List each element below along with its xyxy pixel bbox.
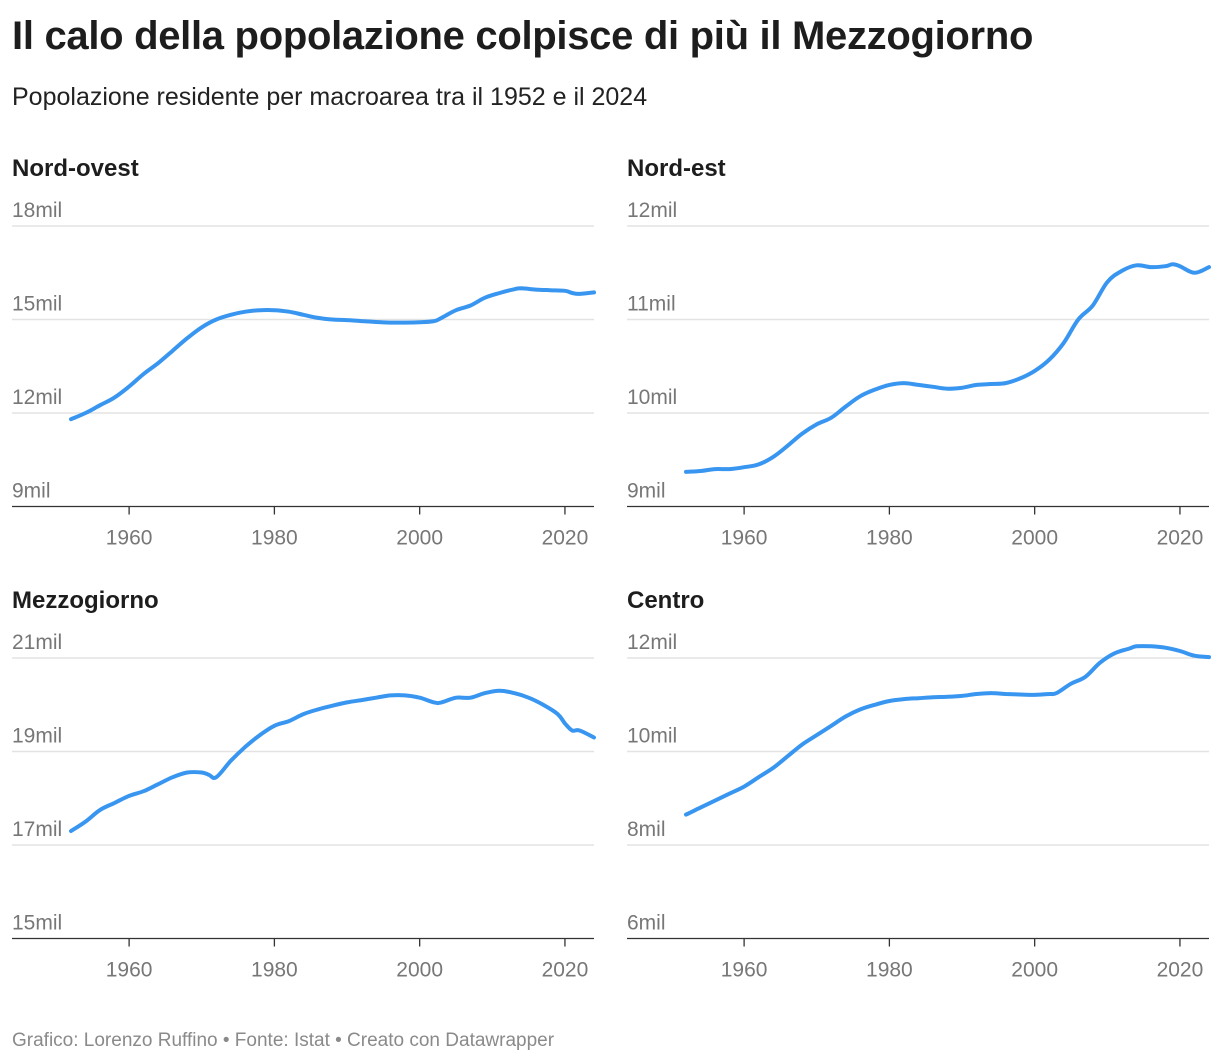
x-tick-label: 1980 (866, 527, 913, 550)
panel-mezzogiorno: Mezzogiorno 15mil 17mil 19mil 21mil 1960 1980… (12, 586, 612, 1006)
x-tick-label: 2000 (1011, 527, 1058, 550)
x-tick-label: 2000 (396, 959, 443, 982)
chart-centro: 6mil 8mil 10mil 12mil 1960 1980 2000 2020 (627, 631, 1211, 982)
x-tick-label: 1960 (106, 959, 153, 982)
y-tick-label: 10mil (627, 725, 677, 748)
y-tick-label: 10mil (627, 386, 677, 409)
series-line (684, 644, 1211, 817)
x-tick-label: 2020 (542, 959, 589, 982)
chart-subtitle: Popolazione residente per macroarea tra … (12, 83, 648, 111)
y-tick-label: 18mil (12, 199, 62, 222)
y-tick-label: 21mil (12, 631, 62, 654)
y-tick-label: 17mil (12, 818, 62, 841)
panel-title-nord-est: Nord-est (627, 155, 726, 182)
panel-title-nord-ovest: Nord-ovest (12, 155, 139, 182)
footer-credits: Grafico: Lorenzo Ruffino • Fonte: Istat … (12, 1030, 555, 1051)
series-line (69, 688, 596, 833)
y-tick-label: 12mil (12, 386, 62, 409)
series-line (69, 286, 596, 422)
x-tick-label: 1960 (721, 527, 768, 550)
panel-title-mezzogiorno: Mezzogiorno (12, 587, 159, 614)
panel-nord-est: Nord-est 9mil 10mil 11mil 12mil 1960 1980 2000… (627, 154, 1220, 574)
chart-title: Il calo della popolazione colpisce di pi… (12, 14, 1034, 58)
y-tick-label: 9mil (12, 480, 51, 503)
y-tick-label: 11mil (627, 293, 676, 316)
x-tick-label: 1980 (251, 959, 298, 982)
x-tick-label: 1980 (251, 527, 298, 550)
series-line (684, 262, 1211, 474)
y-tick-label: 15mil (12, 293, 62, 316)
x-tick-label: 1960 (721, 959, 768, 982)
x-tick-label: 2020 (1157, 527, 1204, 550)
x-tick-label: 1960 (106, 527, 153, 550)
x-tick-label: 2020 (542, 527, 589, 550)
panel-title-centro: Centro (627, 587, 705, 614)
y-tick-label: 15mil (12, 912, 62, 935)
chart-nord-ovest: 9mil 12mil 15mil 18mil 1960 1980 2000 2020 (12, 199, 596, 550)
panel-nord-ovest: Nord-ovest 9mil 12mil 15mil 18mil 1960 1980 20… (12, 154, 612, 574)
y-tick-label: 6mil (627, 912, 666, 935)
chart-mezzogiorno: 15mil 17mil 19mil 21mil 1960 1980 2000 2020 (12, 631, 596, 982)
x-tick-label: 1980 (866, 959, 913, 982)
y-tick-label: 12mil (627, 631, 677, 654)
x-tick-label: 2000 (396, 527, 443, 550)
panel-centro: Centro 6mil 8mil 10mil 12mil 1960 1980 2000 202… (627, 586, 1220, 1006)
x-tick-label: 2000 (1011, 959, 1058, 982)
y-tick-label: 8mil (627, 818, 666, 841)
y-tick-label: 19mil (12, 725, 62, 748)
chart-nord-est: 9mil 10mil 11mil 12mil 1960 1980 2000 2020 (627, 199, 1211, 550)
y-tick-label: 12mil (627, 199, 677, 222)
x-tick-label: 2020 (1157, 959, 1204, 982)
y-tick-label: 9mil (627, 480, 666, 503)
